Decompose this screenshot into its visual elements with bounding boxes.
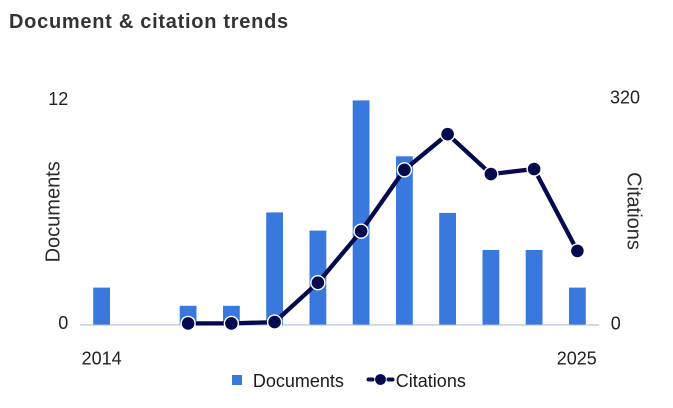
svg-text:Citations: Citations [396, 371, 466, 391]
svg-text:Document & citation trends: Document & citation trends [9, 11, 289, 33]
svg-text:320: 320 [610, 88, 640, 108]
svg-text:Documents: Documents [42, 161, 64, 262]
svg-text:Documents: Documents [253, 371, 344, 391]
svg-text:12: 12 [48, 89, 68, 109]
svg-text:0: 0 [58, 313, 68, 333]
svg-text:Citations: Citations [623, 172, 645, 250]
svg-text:0: 0 [611, 313, 621, 333]
svg-text:2025: 2025 [557, 348, 597, 368]
svg-text:2014: 2014 [82, 348, 122, 368]
